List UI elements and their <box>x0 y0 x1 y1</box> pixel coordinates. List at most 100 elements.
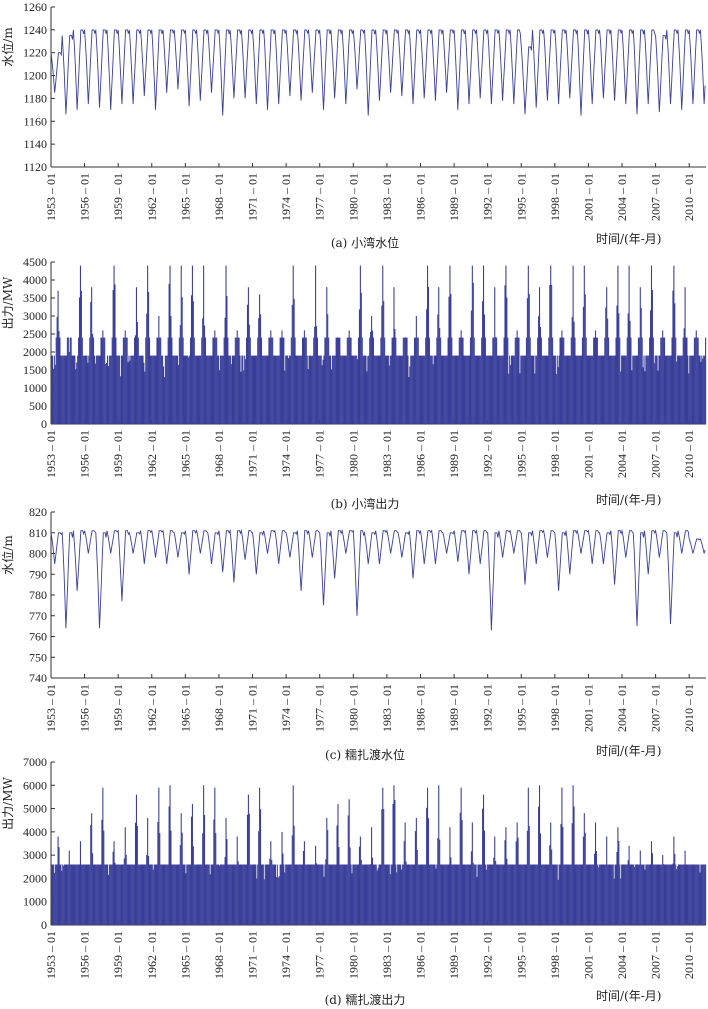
bar <box>137 864 139 925</box>
bar <box>78 864 80 925</box>
bar <box>89 864 91 925</box>
bar <box>130 864 132 925</box>
bar <box>286 355 288 424</box>
x-tick-label: 1971 – 01 <box>246 173 260 221</box>
bar <box>556 864 558 925</box>
bar <box>446 864 448 925</box>
bar <box>139 864 141 925</box>
bar <box>577 355 579 424</box>
bar <box>521 355 523 424</box>
bar <box>55 337 57 424</box>
bar <box>53 872 55 925</box>
bar <box>524 864 526 925</box>
bar <box>457 355 459 424</box>
chart-caption: (a) 小湾水位 <box>331 235 399 250</box>
bar <box>189 864 191 925</box>
bar <box>145 864 147 925</box>
bar <box>186 864 188 925</box>
bar <box>385 864 388 925</box>
bar <box>306 864 308 925</box>
bar <box>421 864 423 925</box>
x-tick-label: 2001 – 01 <box>581 173 595 221</box>
x-tick-label: 1995 – 01 <box>514 430 528 478</box>
x-tick-label: 1974 – 01 <box>279 684 293 732</box>
x-tick-label: 2004 – 01 <box>615 173 629 221</box>
bar <box>243 864 245 925</box>
bar <box>385 355 387 424</box>
bar <box>196 864 198 925</box>
bar <box>504 840 506 925</box>
x-axis-label: 时间/(年-月) <box>596 493 661 507</box>
bar <box>687 355 689 424</box>
bar <box>110 355 112 424</box>
bar <box>482 301 484 424</box>
x-tick-label: 1983 – 01 <box>380 173 394 221</box>
bar <box>394 329 396 424</box>
bar <box>204 864 207 925</box>
bar <box>574 337 576 424</box>
bar <box>509 864 511 925</box>
bar <box>402 864 404 925</box>
bar <box>89 337 91 424</box>
bar <box>516 822 518 925</box>
bar <box>477 864 479 925</box>
bar <box>371 827 373 925</box>
bar <box>642 864 644 925</box>
bar <box>145 337 147 424</box>
bar <box>399 864 402 925</box>
bar <box>204 337 207 424</box>
bar <box>585 864 587 925</box>
bar <box>337 337 339 424</box>
bar <box>134 335 137 424</box>
bar <box>376 355 378 424</box>
bar <box>169 265 171 424</box>
bar <box>487 864 489 925</box>
bar <box>177 864 179 925</box>
bar <box>81 337 83 424</box>
bar <box>306 355 308 424</box>
bar <box>58 847 60 925</box>
x-tick-label: 1992 – 01 <box>481 684 495 732</box>
bar <box>393 785 395 925</box>
bar <box>287 864 289 925</box>
bar <box>427 286 430 424</box>
bar <box>524 355 526 424</box>
bar <box>595 851 597 925</box>
bar <box>92 853 94 925</box>
bar <box>349 337 351 424</box>
bar <box>567 864 569 925</box>
bar <box>518 864 520 925</box>
bar <box>274 864 276 925</box>
x-tick-label: 1980 – 01 <box>346 684 360 732</box>
bar <box>692 864 694 925</box>
bar <box>184 355 186 424</box>
bar <box>669 864 671 925</box>
bar <box>133 355 135 424</box>
bar <box>656 355 658 424</box>
bar <box>633 864 635 925</box>
bar <box>365 864 367 925</box>
bar <box>82 864 84 925</box>
bar <box>510 355 513 424</box>
bar <box>380 864 382 925</box>
bar <box>474 355 476 424</box>
bar <box>494 287 496 424</box>
bar <box>268 337 270 424</box>
bar <box>584 294 586 424</box>
x-tick-label: 1962 – 01 <box>145 684 159 732</box>
bar <box>156 864 158 925</box>
bar <box>377 868 379 925</box>
bar <box>431 355 433 424</box>
bar <box>671 337 673 424</box>
bar <box>492 337 494 424</box>
bar <box>484 337 486 424</box>
bar <box>634 355 636 424</box>
bar <box>553 864 555 925</box>
bar <box>316 864 318 925</box>
bar <box>230 355 232 424</box>
bar <box>251 864 253 925</box>
bar <box>566 864 568 925</box>
bar <box>463 864 465 925</box>
bar <box>675 864 677 925</box>
series-line <box>50 29 706 116</box>
